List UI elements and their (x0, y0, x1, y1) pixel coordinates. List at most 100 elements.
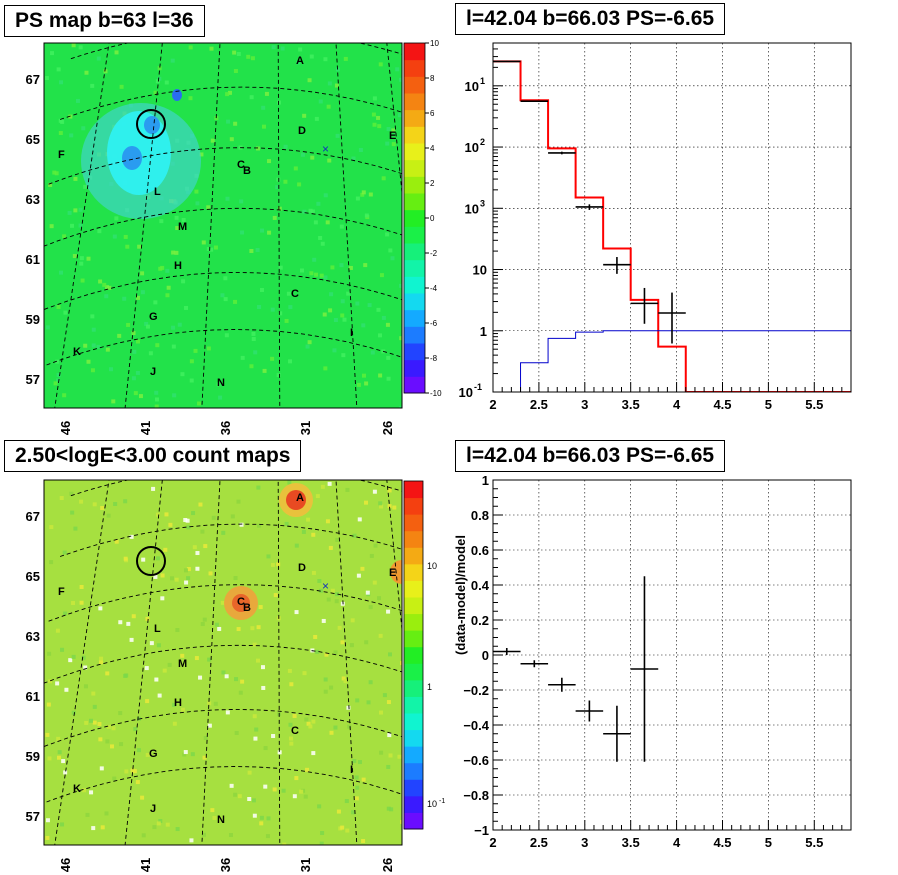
y-tick-label: 67 (26, 72, 40, 87)
noise-pixel (79, 584, 84, 589)
noise-pixel (207, 701, 212, 706)
noise-pixel (206, 205, 211, 210)
noise-pixel (55, 378, 60, 383)
noise-pixel (190, 752, 195, 757)
noise-pixel (379, 750, 384, 755)
x-tick-label: 26 (380, 421, 395, 435)
noise-pixel (270, 356, 275, 361)
x-tick-label: 2 (489, 397, 496, 412)
noise-pixel (352, 759, 357, 764)
noise-pixel (200, 529, 205, 534)
noise-pixel (310, 209, 315, 214)
latitude-line (44, 329, 402, 367)
noise-pixel (287, 668, 292, 673)
noise-pixel (55, 628, 60, 633)
noise-pixel (341, 353, 346, 358)
noise-pixel (257, 304, 262, 309)
noise-pixel (312, 257, 317, 262)
noise-pixel (197, 401, 202, 406)
noise-pixel (99, 656, 104, 661)
noise-pixel (391, 142, 396, 147)
noise-pixel (233, 299, 238, 304)
noise-pixel (252, 813, 257, 818)
noise-pixel (60, 822, 65, 827)
noise-pixel (309, 271, 314, 276)
noise-pixel (266, 554, 271, 559)
y-tick-label: 0.4 (471, 578, 490, 593)
noise-pixel (183, 750, 188, 755)
source-label: A (296, 492, 304, 504)
colorbar-frame (403, 480, 424, 830)
colorbar-tick-label: 10 (427, 561, 437, 571)
noise-pixel (302, 209, 307, 214)
noise-pixel (164, 80, 169, 85)
data-point (575, 204, 604, 210)
noise-pixel (91, 826, 96, 831)
noise-pixel (58, 131, 63, 136)
data-point (630, 287, 659, 324)
data-point (603, 705, 631, 762)
noise-pixel (387, 733, 392, 738)
noise-pixel (123, 673, 128, 678)
noise-pixel (52, 170, 57, 175)
source-label: L (154, 186, 161, 198)
noise-pixel (70, 510, 75, 515)
noise-pixel (283, 179, 288, 184)
noise-pixel (377, 596, 382, 601)
noise-pixel (261, 124, 266, 129)
noise-pixel (153, 90, 158, 95)
colorbar-cell (404, 663, 423, 681)
noise-pixel (132, 769, 137, 774)
noise-pixel (223, 297, 228, 302)
latitude-line (59, 523, 402, 557)
noise-pixel (283, 144, 288, 149)
y-tick-label: −1 (474, 823, 489, 838)
noise-pixel (118, 711, 123, 716)
colorbar-tick-label: 10 (430, 39, 439, 48)
colorbar-cell (404, 193, 425, 211)
noise-pixel (189, 378, 194, 383)
noise-pixel (308, 208, 313, 213)
noise-pixel (225, 196, 230, 201)
noise-pixel (254, 727, 259, 732)
source-label: G (149, 311, 158, 323)
longitude-line (277, 43, 281, 408)
noise-pixel (155, 343, 160, 348)
noise-pixel (123, 234, 128, 239)
noise-pixel (123, 556, 128, 561)
noise-pixel (376, 307, 381, 312)
noise-pixel (174, 215, 179, 220)
noise-pixel (251, 331, 256, 336)
noise-pixel (155, 556, 160, 561)
noise-pixel (247, 796, 252, 801)
noise-pixel (400, 819, 402, 824)
noise-pixel (318, 235, 323, 240)
noise-pixel (240, 355, 245, 360)
noise-pixel (140, 271, 145, 276)
noise-pixel (195, 201, 200, 206)
noise-pixel (98, 737, 103, 742)
noise-pixel (119, 742, 124, 747)
noise-pixel (386, 806, 391, 811)
noise-pixel (239, 199, 244, 204)
noise-pixel (288, 359, 293, 364)
noise-pixel (155, 79, 160, 84)
colorbar-tick-label: 0 (430, 214, 435, 223)
source-label: J (150, 366, 156, 378)
noise-pixel (151, 486, 156, 491)
noise-pixel (220, 293, 225, 298)
noise-pixel (47, 756, 52, 761)
colorbar-tick-label: -8 (430, 354, 438, 363)
noise-pixel (276, 100, 281, 105)
coordinate-grid (44, 43, 402, 408)
noise-pixel (156, 643, 161, 648)
noise-pixel (157, 76, 162, 81)
y-tick-label: 0 (482, 648, 489, 663)
colorbar-cell (404, 795, 423, 813)
colorbar-cell (404, 226, 425, 244)
colorbar-cell (404, 729, 423, 747)
noise-pixel (323, 689, 328, 694)
y-tick-label: −0.2 (463, 683, 489, 698)
noise-pixel (198, 502, 203, 507)
colorbar-cell (404, 259, 425, 277)
